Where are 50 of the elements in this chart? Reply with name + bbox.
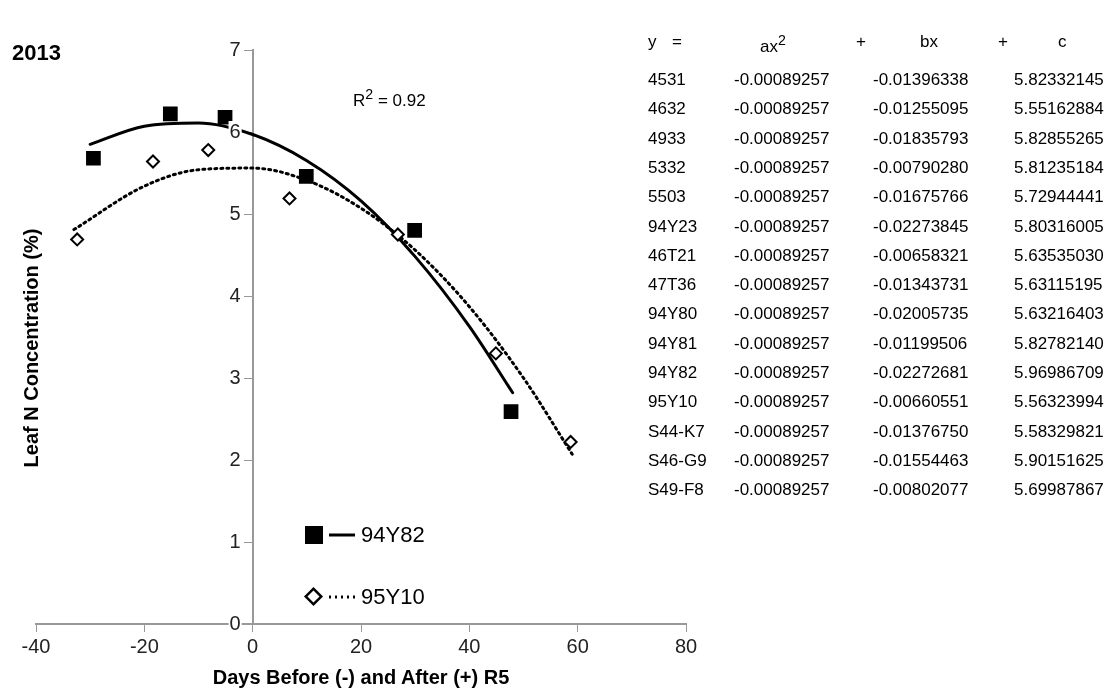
annotation: R$^{2}$ = 0.92 [353,86,426,111]
point [503,404,519,419]
point [162,106,178,122]
legend-label: 94Y82 [361,522,425,548]
text: 47T36 -0.00089257 -0.01343731 5.63115195 [648,275,1103,295]
x-tick-label: 80 [674,634,698,657]
y-axis-title: Leaf N Concentration (%) [20,228,43,468]
point [298,168,314,184]
y-tick-label: 4 [229,283,241,306]
legend-label: 95Y10 [361,584,425,610]
x-tick-label: 20 [349,634,373,657]
x-axis-title: Days Before (-) and After (+) R5 [212,665,510,688]
point [86,150,101,166]
text: 4933 -0.00089257 -0.01835793 5.82855265 [648,128,1104,148]
y-tick-label: 2 [229,447,241,470]
point [563,434,578,449]
text: 5503 -0.00089257 -0.01675766 5.72944441 [648,187,1104,207]
text: y = ax$^{2}$ + bx + c [648,32,1067,56]
text: 94Y81 -0.00089257 -0.01199506 5.82782140 [648,333,1104,353]
x-tick-label: -40 [21,634,51,657]
point [390,227,405,242]
text: S44-K7 -0.00089257 -0.01376750 5.58329821 [648,421,1104,441]
text: S49-F8 -0.00089257 -0.00802077 5.69987867 [648,480,1104,500]
y-tick-label: 3 [229,365,241,388]
point [201,143,216,158]
point [146,154,160,169]
y-tick-label: 7 [229,37,241,60]
point [407,223,422,238]
text: 4531 -0.00089257 -0.01396338 5.82332145 [648,70,1104,89]
text: 5332 -0.00089257 -0.00790280 5.81235184 [648,157,1104,177]
text: 94Y23 -0.00089257 -0.02273845 5.80316005 [648,216,1104,236]
x-tick-label: -20 [129,634,159,657]
text: 94Y82 -0.00089257 -0.02272681 5.96986709 [648,363,1104,382]
text: S46-G9 -0.00089257 -0.01554463 5.90151625 [648,450,1104,470]
point [217,109,233,125]
point [282,191,297,206]
point [70,232,85,247]
text: 4632 -0.00089257 -0.01255095 5.55162884 [648,99,1104,119]
y-tick-label: 6 [229,119,241,142]
y-tick-label: 0 [229,611,241,634]
y-tick-label: 1 [229,529,241,552]
text: 46T21 -0.00089257 -0.00658321 5.63535030 [648,245,1104,265]
y-tick-label: 5 [229,201,241,224]
text: 94Y80 -0.00089257 -0.02005735 5.63216403 [648,304,1104,324]
x-tick-label: 60 [566,634,589,657]
text: 95Y10 -0.00089257 -0.00660551 5.56323994 [648,392,1104,412]
point [488,346,503,361]
x-tick-label: 40 [458,634,481,657]
chart-title: 2013 [12,40,61,66]
x-tick-label: 0 [247,634,259,657]
